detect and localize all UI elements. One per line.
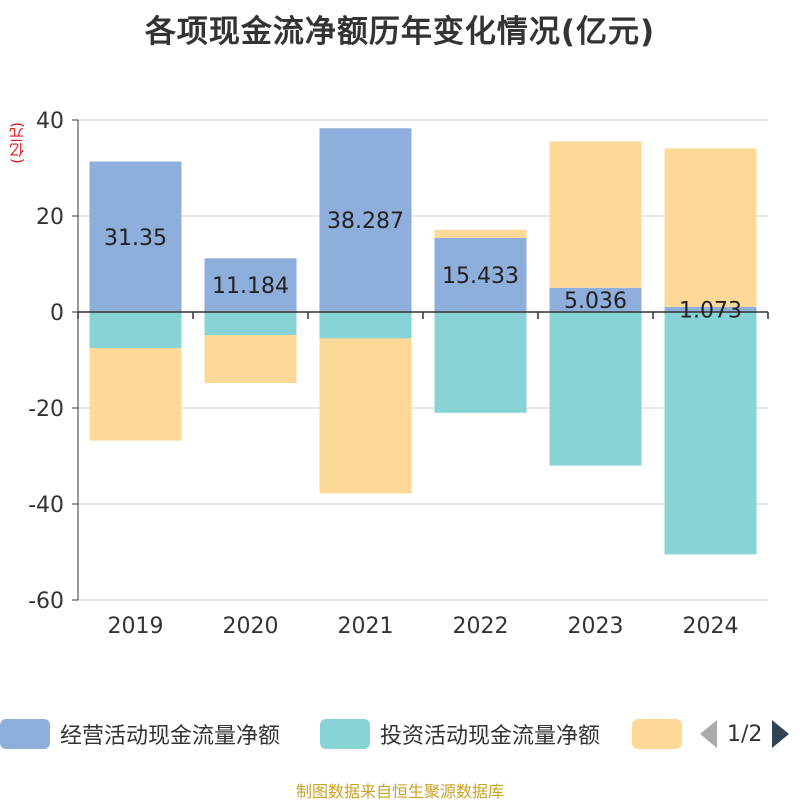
y-tick-label-4: -40: [28, 493, 64, 518]
chart-area: 40 20 0 -20 -40 -60 2019 2020 2021 2022 2023 2024 31…: [28, 109, 769, 639]
bar-investing-2024: [664, 312, 757, 555]
data-label-operating-2024: 1.073: [679, 298, 742, 323]
legend-next-page-icon[interactable]: [772, 720, 790, 748]
data-label-operating-2020: 11.184: [212, 274, 289, 299]
data-source-note: 制图数据来自恒生聚源数据库: [295, 782, 504, 801]
data-label-operating-2022: 15.433: [442, 264, 519, 289]
legend-item-operating[interactable]: 经营活动现金流量净额: [0, 713, 280, 755]
bar-operating-2022: [434, 237, 527, 312]
legend: 经营活动现金流量净额 投资活动现金流量净额: [0, 713, 800, 755]
y-tick-label-3: -20: [28, 397, 64, 422]
bar-financing-2023: [549, 141, 642, 288]
y-tick-label-5: -60: [28, 589, 64, 614]
legend-label-operating: 经营活动现金流量净额: [60, 724, 281, 749]
data-label-operating-2019: 31.35: [104, 226, 167, 251]
legend-prev-page-icon[interactable]: [700, 720, 717, 748]
legend-swatch-operating: [0, 719, 50, 749]
bar-financing-2021: [319, 338, 412, 494]
y-tick-label-2: 0: [50, 301, 64, 326]
x-tick-label-2024: 2024: [683, 614, 739, 639]
x-tick-label-2022: 2022: [453, 614, 509, 639]
legend-swatch-investing: [320, 719, 370, 749]
x-tick-label-2020: 2020: [223, 614, 279, 639]
bar-operating-2021: [319, 128, 412, 312]
x-tick-label-2019: 2019: [108, 614, 164, 639]
chart-title: 各项现金流净额历年变化情况(亿元): [144, 14, 656, 50]
bar-financing-2022: [434, 229, 527, 238]
bar-financing-2024: [664, 148, 757, 307]
bar-operating-2019: [89, 161, 182, 312]
bar-financing-2019: [89, 348, 182, 441]
bar-investing-2023: [549, 312, 642, 466]
legend-swatch-financing: [632, 719, 682, 749]
legend-item-investing[interactable]: 投资活动现金流量净额: [320, 713, 600, 755]
legend-label-investing: 投资活动现金流量净额: [380, 724, 601, 749]
bar-investing-2022: [434, 312, 527, 413]
y-tick-label-1: 20: [36, 205, 64, 230]
legend-item-financing[interactable]: [632, 713, 692, 755]
bar-operating-2020: [204, 258, 297, 312]
y-tick-label-0: 40: [36, 109, 64, 134]
data-label-operating-2021: 38.287: [327, 209, 404, 234]
legend-pager: 1/2: [700, 713, 790, 755]
bar-investing-2019: [89, 312, 182, 348]
legend-page-indicator: 1/2: [727, 721, 763, 747]
bar-operating-2023: [549, 287, 642, 312]
bar-operating-2024: [664, 306, 757, 312]
bar-financing-2020: [204, 335, 297, 384]
bar-investing-2020: [204, 312, 297, 336]
x-tick-label-2023: 2023: [568, 614, 624, 639]
data-label-operating-2023: 5.036: [564, 289, 627, 314]
x-tick-label-2021: 2021: [338, 614, 394, 639]
bar-investing-2021: [319, 312, 412, 339]
